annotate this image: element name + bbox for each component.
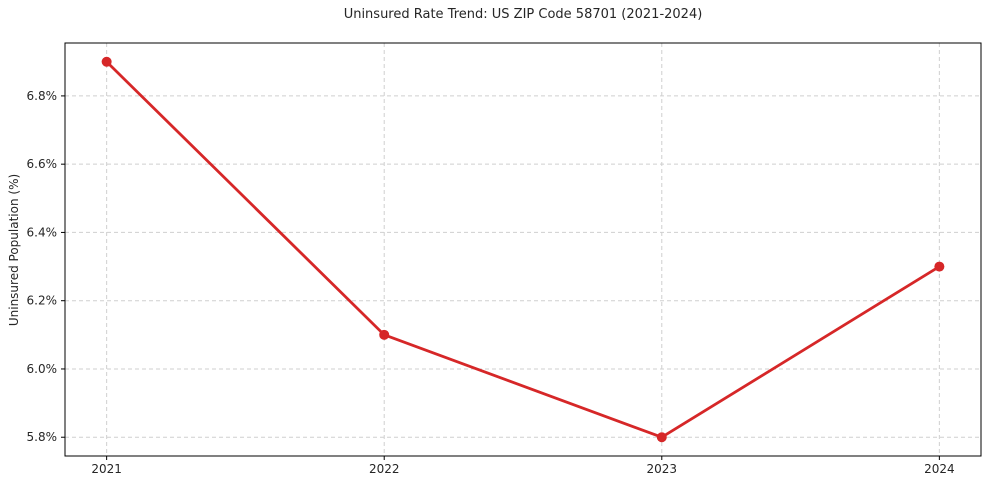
y-tick-label: 6.4% xyxy=(27,225,58,239)
data-point xyxy=(656,432,667,443)
plot-background xyxy=(65,43,981,456)
y-tick-label: 6.2% xyxy=(27,294,58,308)
plot-border xyxy=(64,42,982,457)
data-point xyxy=(934,261,945,272)
y-tick-label: 6.6% xyxy=(27,157,58,171)
x-tick-label: 2024 xyxy=(924,462,955,476)
y-tick-label: 6.0% xyxy=(27,362,58,376)
y-tick-label: 6.8% xyxy=(27,89,58,103)
trend-line xyxy=(105,60,941,439)
x-tick-label: 2023 xyxy=(647,462,678,476)
y-tick-label: 5.8% xyxy=(27,430,58,444)
x-tick-label: 2021 xyxy=(91,462,122,476)
data-point xyxy=(379,329,390,340)
chart-title: Uninsured Rate Trend: US ZIP Code 58701 … xyxy=(343,7,703,22)
data-point xyxy=(101,56,112,67)
x-tick-label: 2022 xyxy=(369,462,400,476)
